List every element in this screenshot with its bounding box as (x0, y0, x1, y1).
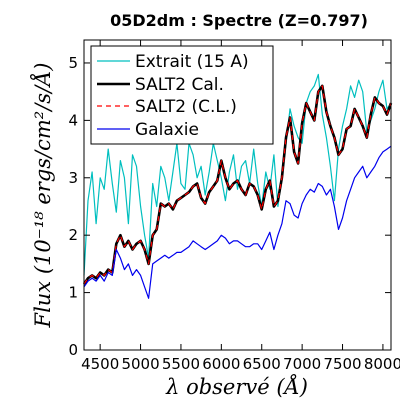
x-tick-label: 8000 (364, 355, 400, 373)
x-tick-label: 5000 (121, 355, 159, 373)
legend-label-galaxie: Galaxie (135, 120, 199, 140)
y-tick-label: 4 (68, 111, 78, 129)
x-axis-label: λ observé (Å) (165, 374, 308, 399)
plot-frame (83, 39, 392, 351)
plot-lines (82, 73, 393, 299)
y-tick-label: 0 (68, 341, 78, 359)
series-line-galaxie (83, 145, 392, 299)
legend-label-extrait: Extrait (15 A) (135, 52, 249, 72)
x-tick-label: 7000 (283, 355, 321, 373)
legend: Extrait (15 A) SALT2 Cal. SALT2 (C.L.) G… (90, 45, 274, 145)
y-tick-label: 1 (68, 284, 78, 302)
y-tick-label: 2 (68, 226, 78, 244)
y-axis: 0 1 2 3 4 5 (68, 54, 391, 359)
x-tick-label: 6000 (202, 355, 240, 373)
legend-box (90, 45, 274, 145)
legend-label-salt2-cl: SALT2 (C.L.) (135, 97, 237, 117)
series-line-extrait (83, 73, 392, 276)
x-tick-label: 6500 (243, 355, 281, 373)
x-tick-label: 4500 (81, 355, 119, 373)
x-axis: 4500 5000 5500 6000 6500 7000 7500 8000 (81, 40, 400, 373)
legend-label-salt2-cal: SALT2 Cal. (135, 75, 224, 95)
x-tick-label: 7500 (323, 355, 361, 373)
series-line-salt2-cl (83, 85, 392, 285)
y-tick-label: 5 (68, 54, 78, 72)
x-tick-label: 5500 (162, 355, 200, 373)
y-axis-label: Flux (10⁻¹⁸ ergs/cm²/s/Å) (30, 63, 55, 329)
chart-title: 05D2dm : Spectre (Z=0.797) (110, 11, 368, 30)
y-tick-label: 3 (68, 169, 78, 187)
